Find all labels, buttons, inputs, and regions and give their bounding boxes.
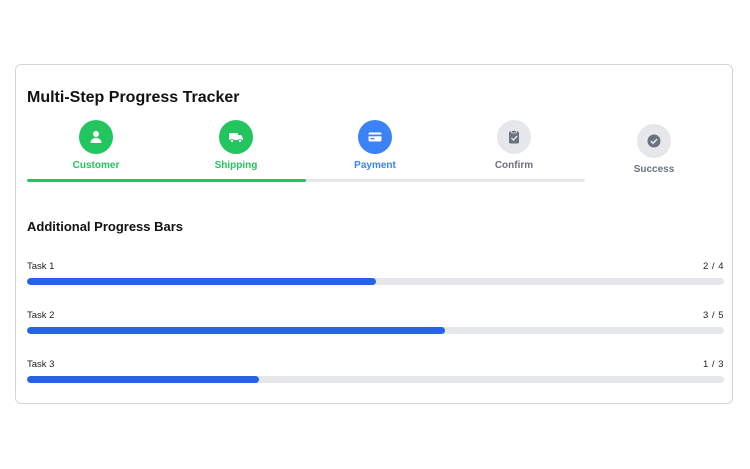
task-progress-3: Task 3 1 / 3	[27, 359, 724, 408]
step-shipping[interactable]: Shipping	[176, 120, 296, 171]
stepper: Customer Shipping Payment Confirm Succes	[27, 120, 724, 190]
progress-bar-fill	[27, 327, 446, 334]
progress-bar-fill	[27, 278, 376, 285]
step-customer[interactable]: Customer	[36, 120, 156, 171]
progress-card: Multi-Step Progress Tracker Customer Shi…	[15, 64, 733, 404]
user-icon	[90, 131, 102, 143]
step-success[interactable]: Success	[594, 124, 714, 175]
step-payment-circle	[358, 120, 392, 154]
task-progress-2: Task 2 3 / 5	[27, 310, 724, 359]
step-customer-circle	[79, 120, 113, 154]
stepper-track	[27, 179, 585, 182]
step-payment[interactable]: Payment	[315, 120, 435, 171]
task-count: 3 / 5	[703, 310, 724, 321]
task-count: 1 / 3	[703, 359, 724, 370]
progress-bar-track	[27, 376, 724, 383]
step-success-circle	[637, 124, 671, 158]
progress-bar-track	[27, 327, 724, 334]
step-label: Confirm	[494, 160, 534, 171]
check-circle-icon	[647, 134, 661, 148]
task-list: Task 1 2 / 4 Task 2 3 / 5 Task 3 1 / 3	[27, 261, 724, 408]
step-confirm-circle	[497, 120, 531, 154]
step-confirm[interactable]: Confirm	[454, 120, 574, 171]
task-label: Task 2	[27, 310, 55, 321]
stepper-progress-fill	[27, 179, 306, 182]
page-title: Multi-Step Progress Tracker	[27, 89, 240, 106]
task-label: Task 3	[27, 359, 55, 370]
step-label: Shipping	[214, 160, 258, 171]
credit-card-icon	[368, 132, 382, 142]
task-count: 2 / 4	[703, 261, 724, 272]
step-label: Success	[633, 164, 675, 175]
truck-icon	[229, 133, 243, 143]
progress-bar-track	[27, 278, 724, 285]
clipboard-check-icon	[509, 130, 519, 144]
step-shipping-circle	[219, 120, 253, 154]
section-title: Additional Progress Bars	[27, 219, 184, 234]
progress-bar-fill	[27, 376, 260, 383]
task-progress-1: Task 1 2 / 4	[27, 261, 724, 310]
task-label: Task 1	[27, 261, 55, 272]
step-label: Customer	[72, 160, 120, 171]
step-label: Payment	[354, 160, 396, 171]
